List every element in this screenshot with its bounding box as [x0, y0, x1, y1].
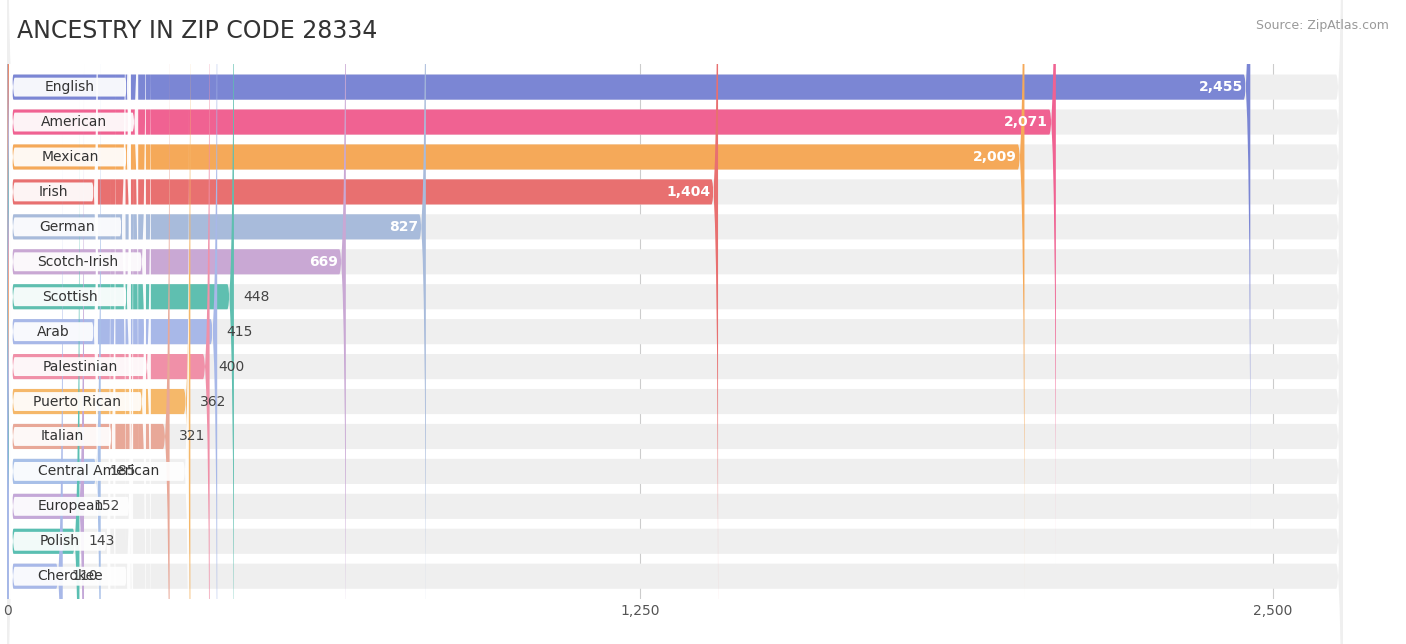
FancyBboxPatch shape: [7, 0, 718, 634]
Text: Scotch-Irish: Scotch-Irish: [37, 255, 118, 269]
FancyBboxPatch shape: [7, 0, 1343, 634]
Text: 2,009: 2,009: [973, 150, 1017, 164]
Text: 1,404: 1,404: [666, 185, 710, 199]
Text: Scottish: Scottish: [42, 290, 97, 304]
FancyBboxPatch shape: [8, 0, 138, 497]
FancyBboxPatch shape: [7, 0, 1343, 644]
FancyBboxPatch shape: [8, 0, 150, 644]
Text: 362: 362: [200, 395, 226, 408]
FancyBboxPatch shape: [7, 0, 1343, 644]
Text: English: English: [45, 80, 94, 94]
FancyBboxPatch shape: [8, 166, 110, 644]
Text: Polish: Polish: [39, 535, 80, 548]
FancyBboxPatch shape: [8, 97, 188, 644]
Text: 110: 110: [72, 569, 98, 583]
FancyBboxPatch shape: [8, 0, 131, 462]
FancyBboxPatch shape: [8, 0, 97, 644]
Text: Puerto Rican: Puerto Rican: [34, 395, 121, 408]
FancyBboxPatch shape: [7, 0, 346, 644]
Text: 827: 827: [389, 220, 418, 234]
Text: 185: 185: [110, 464, 136, 478]
FancyBboxPatch shape: [7, 0, 1343, 644]
FancyBboxPatch shape: [7, 0, 233, 644]
Text: Palestinian: Palestinian: [42, 359, 118, 374]
Text: 448: 448: [243, 290, 270, 304]
FancyBboxPatch shape: [7, 135, 1343, 644]
FancyBboxPatch shape: [8, 0, 131, 532]
Text: European: European: [38, 499, 104, 513]
FancyBboxPatch shape: [7, 0, 209, 644]
FancyBboxPatch shape: [7, 100, 1343, 644]
FancyBboxPatch shape: [7, 0, 1343, 529]
FancyBboxPatch shape: [7, 100, 80, 644]
FancyBboxPatch shape: [8, 62, 115, 644]
Text: ANCESTRY IN ZIP CODE 28334: ANCESTRY IN ZIP CODE 28334: [17, 19, 377, 43]
Text: 2,071: 2,071: [1004, 115, 1049, 129]
FancyBboxPatch shape: [8, 131, 134, 644]
FancyBboxPatch shape: [7, 0, 1250, 529]
Text: Arab: Arab: [37, 325, 70, 339]
Text: Central American: Central American: [38, 464, 159, 478]
FancyBboxPatch shape: [7, 0, 1056, 564]
FancyBboxPatch shape: [7, 65, 84, 644]
FancyBboxPatch shape: [7, 0, 170, 644]
FancyBboxPatch shape: [7, 0, 1343, 598]
FancyBboxPatch shape: [8, 202, 131, 644]
Text: 143: 143: [89, 535, 115, 548]
FancyBboxPatch shape: [7, 0, 1343, 644]
FancyBboxPatch shape: [7, 0, 426, 644]
FancyBboxPatch shape: [7, 65, 1343, 644]
FancyBboxPatch shape: [7, 0, 1025, 598]
FancyBboxPatch shape: [8, 0, 146, 637]
FancyBboxPatch shape: [7, 0, 1343, 644]
FancyBboxPatch shape: [7, 0, 1343, 644]
FancyBboxPatch shape: [7, 30, 1343, 644]
Text: 669: 669: [309, 255, 339, 269]
Text: German: German: [39, 220, 96, 234]
Text: 152: 152: [93, 499, 120, 513]
Text: 400: 400: [219, 359, 245, 374]
FancyBboxPatch shape: [7, 0, 190, 644]
Text: American: American: [41, 115, 107, 129]
FancyBboxPatch shape: [8, 0, 125, 601]
FancyBboxPatch shape: [7, 0, 1343, 644]
Text: Cherokee: Cherokee: [37, 569, 103, 583]
Text: Source: ZipAtlas.com: Source: ZipAtlas.com: [1256, 19, 1389, 32]
FancyBboxPatch shape: [7, 0, 1343, 564]
FancyBboxPatch shape: [8, 0, 131, 644]
FancyBboxPatch shape: [7, 135, 63, 644]
Text: Irish: Irish: [38, 185, 67, 199]
Text: Italian: Italian: [41, 430, 84, 444]
Text: 2,455: 2,455: [1198, 80, 1243, 94]
Text: Mexican: Mexican: [41, 150, 98, 164]
FancyBboxPatch shape: [7, 30, 101, 644]
Text: 321: 321: [179, 430, 205, 444]
FancyBboxPatch shape: [8, 26, 146, 644]
Text: 415: 415: [226, 325, 253, 339]
FancyBboxPatch shape: [8, 0, 97, 567]
FancyBboxPatch shape: [7, 0, 217, 644]
